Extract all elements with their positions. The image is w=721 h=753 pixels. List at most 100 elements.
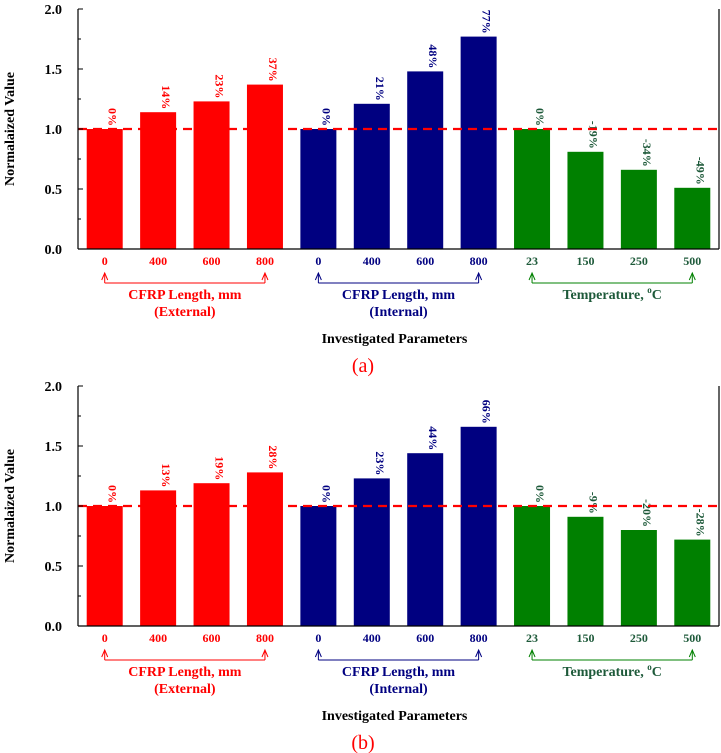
bar-value-label: -34%: [640, 139, 654, 167]
bar-value-label: 44%: [426, 426, 440, 450]
category-label: 500: [683, 254, 701, 268]
category-label: 800: [256, 631, 274, 645]
category-label: 500: [683, 631, 701, 645]
bar: [353, 103, 390, 249]
y-tick-label: 0.0: [45, 620, 63, 635]
bar: [407, 71, 444, 250]
bar: [567, 151, 604, 249]
category-label: 150: [576, 631, 594, 645]
bar: [246, 472, 283, 626]
category-label: 150: [576, 254, 594, 268]
y-tick-label: 1.5: [45, 63, 63, 78]
bracket-arrowhead: [261, 648, 269, 658]
group-bracket: [528, 648, 696, 661]
bar-value-label: 66%: [480, 400, 494, 424]
group-bracket: [101, 271, 269, 284]
bracket-arrowhead: [101, 271, 109, 281]
y-axis-title: Normalaized Value: [3, 449, 18, 563]
bracket-arrowhead: [314, 271, 322, 281]
x-axis-title: Investigated Parameters: [322, 709, 468, 724]
bar-value-label: 0%: [319, 485, 333, 503]
bar: [514, 506, 551, 626]
y-tick-label: 2.0: [45, 3, 63, 18]
category-label: 0: [102, 631, 108, 645]
bar-value-label: 28%: [266, 445, 280, 469]
bar: [353, 478, 390, 626]
group-caption: CFRP Length, mm: [342, 665, 456, 680]
category-label: 600: [416, 254, 434, 268]
group-subcaption: (Internal): [369, 305, 428, 320]
category-label: 600: [416, 631, 434, 645]
group-caption: CFRP Length, mm: [128, 288, 242, 303]
bar-value-label: -9%: [586, 492, 600, 514]
unit-text: C: [652, 288, 662, 303]
group-caption: Temperature, oC: [562, 285, 661, 303]
category-label: 0: [102, 254, 108, 268]
group-subcaption: (Internal): [369, 682, 428, 697]
y-tick-label: 0.5: [45, 560, 63, 575]
bar-value-label: -28%: [693, 509, 707, 537]
bar: [86, 506, 123, 626]
bar: [140, 490, 177, 626]
group-bracket: [314, 271, 483, 284]
bar-value-label: 23%: [373, 451, 387, 475]
bar-value-label: 0%: [106, 485, 120, 503]
chart-panel-b: 0% 0 13% 400 19% 600 28% 800 CFRP Length, mm (Ext…: [3, 380, 720, 753]
category-label: 0: [315, 254, 321, 268]
y-tick-label: 1.0: [45, 500, 63, 515]
bar: [674, 187, 711, 249]
bar: [140, 112, 177, 249]
bracket-arrowhead: [475, 648, 483, 658]
bar-value-label: -20%: [640, 499, 654, 527]
unit-text: C: [652, 665, 662, 680]
category-label: 0: [315, 631, 321, 645]
bracket-arrowhead: [688, 648, 696, 658]
bar-value-label: 0%: [533, 108, 547, 126]
group-caption: CFRP Length, mm: [342, 288, 456, 303]
y-tick-label: 2.0: [45, 380, 63, 395]
bar-value-label: 14%: [159, 85, 173, 109]
bar-value-label: 37%: [266, 58, 280, 82]
bar-value-label: 19%: [213, 456, 227, 480]
bar: [460, 426, 497, 626]
bar: [246, 84, 283, 249]
bar-value-label: 0%: [106, 108, 120, 126]
panel-label: (a): [352, 355, 374, 377]
group-bracket: [528, 271, 696, 284]
bar: [193, 101, 230, 250]
bar: [620, 169, 657, 249]
x-axis-title: Investigated Parameters: [322, 332, 468, 347]
panel-label: (b): [351, 732, 374, 753]
category-label: 800: [256, 254, 274, 268]
unit-superscript: o: [647, 285, 652, 295]
group-subcaption: (External): [154, 305, 216, 320]
y-tick-label: 1.5: [45, 440, 63, 455]
unit-superscript: o: [647, 662, 652, 672]
bracket-arrowhead: [314, 648, 322, 658]
bar-value-label: 48%: [426, 44, 440, 68]
category-label: 400: [363, 254, 381, 268]
bar: [300, 129, 337, 249]
category-label: 400: [149, 254, 167, 268]
category-label: 250: [630, 631, 648, 645]
y-axis-title: Normalaized Value: [3, 72, 18, 186]
group-subcaption: (External): [154, 682, 216, 697]
bar-value-label: 0%: [533, 485, 547, 503]
bracket-arrowhead: [688, 271, 696, 281]
bar: [674, 539, 711, 626]
bar: [193, 483, 230, 626]
category-label: 400: [149, 631, 167, 645]
bracket-arrowhead: [528, 271, 536, 281]
bar-value-label: 21%: [373, 77, 387, 101]
bar-value-label: -49%: [693, 157, 707, 185]
bracket-arrowhead: [475, 271, 483, 281]
group-caption: Temperature, oC: [562, 662, 661, 680]
bar: [460, 36, 497, 249]
bar-value-label: -19%: [586, 121, 600, 149]
bracket-arrowhead: [101, 648, 109, 658]
group-bracket: [101, 648, 269, 661]
category-label: 800: [470, 631, 488, 645]
bar-value-label: 23%: [213, 74, 227, 98]
category-label: 23: [526, 254, 538, 268]
